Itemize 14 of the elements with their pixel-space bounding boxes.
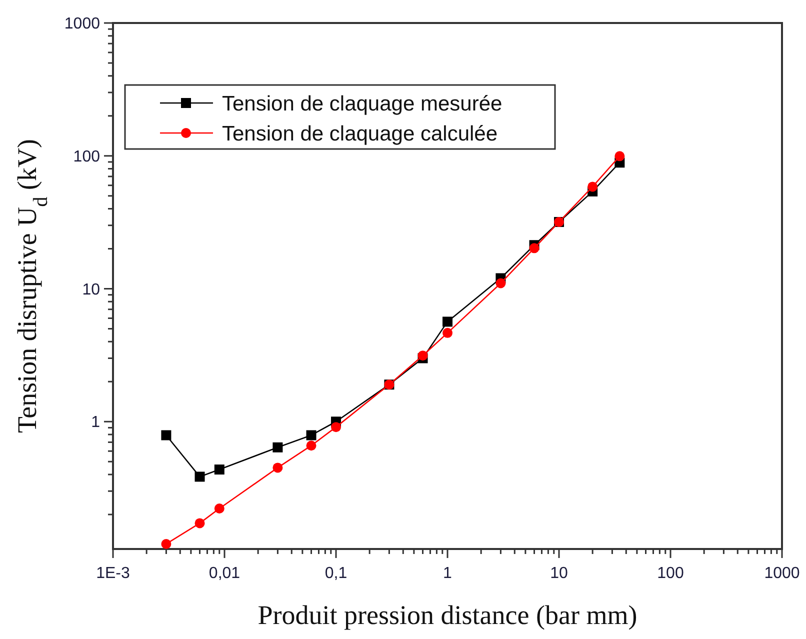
y-tick-label: 1000 (64, 16, 100, 33)
y-tick-label: 100 (73, 148, 100, 166)
y-tick-label: 10 (82, 281, 100, 298)
x-tick-label: 1E-3 (96, 565, 130, 582)
x-tick-label: 1000 (764, 565, 800, 582)
x-tick-label: 10 (550, 565, 568, 582)
y-tick-label: 1 (91, 414, 100, 432)
x-axis-title: Produit pression distance (bar mm) (258, 600, 638, 630)
x-tick-label: 0,01 (208, 565, 240, 582)
x-tick-label: 100 (657, 565, 684, 582)
x-tick-label: 0,1 (324, 565, 348, 582)
legend-label: Tension de claquage mesurée (222, 92, 502, 116)
x-tick-label: 1 (443, 565, 452, 582)
legend-label: Tension de claquage calculée (222, 122, 498, 146)
